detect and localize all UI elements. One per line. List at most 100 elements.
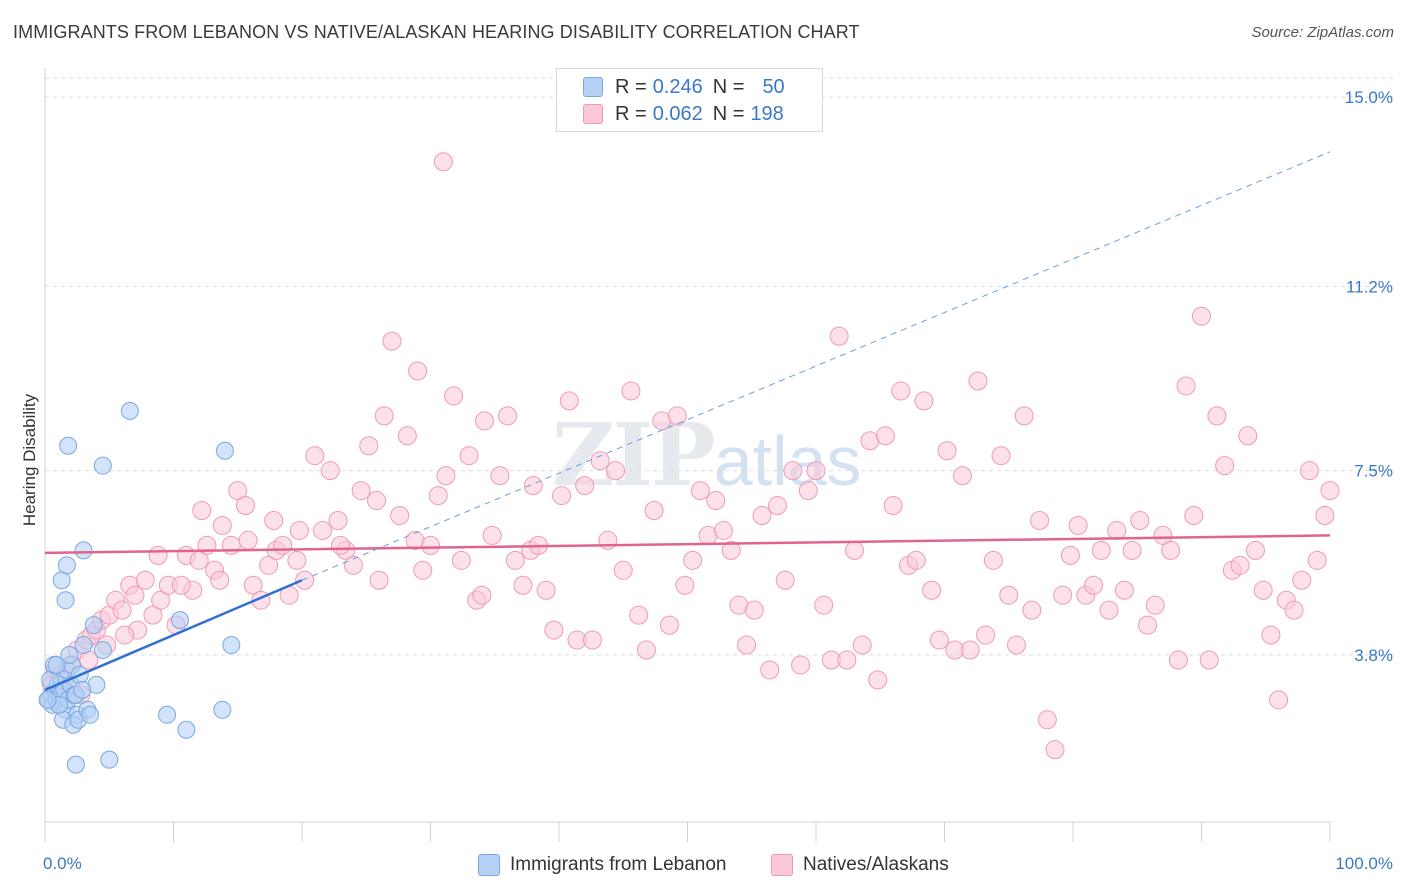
lebanon-point [73, 680, 92, 699]
natives-point [606, 461, 626, 481]
natives-point [1161, 540, 1181, 560]
natives-point [629, 605, 649, 625]
natives-point [328, 510, 348, 530]
natives-point [906, 550, 926, 570]
natives-point [675, 575, 695, 595]
natives-point [359, 436, 379, 456]
legend-n-value: 198 [750, 102, 784, 125]
lebanon-point [80, 705, 99, 724]
lebanon-point [215, 441, 234, 460]
natives-point [1292, 570, 1312, 590]
natives-point [1099, 600, 1119, 620]
natives-point [814, 595, 834, 615]
legend-r-label: R = [615, 75, 647, 98]
y-tick-label: 7.5% [1354, 462, 1393, 481]
stats-legend: R = 0.246 N = 50 R = 0.062 N = 198 [556, 68, 823, 132]
lebanon-point [59, 436, 78, 455]
natives-point [1207, 406, 1227, 426]
legend-r-label: R = [615, 102, 647, 125]
legend-n-label: N = [712, 102, 745, 125]
lebanon-point [52, 571, 71, 590]
natives-point [914, 391, 934, 411]
natives-point [706, 491, 726, 511]
natives-point [221, 535, 241, 555]
natives-point [513, 575, 533, 595]
lebanon-point [100, 750, 119, 769]
natives-point [929, 630, 949, 650]
natives-point [1230, 555, 1250, 575]
axes [44, 68, 1331, 842]
natives-point [837, 650, 857, 670]
legend-swatch-natives [583, 104, 603, 124]
natives-point [582, 630, 602, 650]
natives-point [115, 625, 135, 645]
natives-point [752, 506, 772, 525]
lebanon-points [38, 401, 241, 774]
natives-point [829, 326, 849, 346]
natives-point [937, 441, 957, 461]
bottom-legend-lebanon[interactable]: Immigrants from Lebanon [478, 852, 727, 878]
natives-point [505, 550, 525, 570]
natives-point [413, 560, 433, 580]
legend-r-value: 0.062 [652, 102, 703, 125]
lebanon-point [93, 456, 112, 475]
natives-point [983, 550, 1003, 570]
natives-point [760, 660, 780, 680]
natives-point [775, 570, 795, 590]
natives-point [1199, 650, 1219, 670]
lebanon-point [177, 720, 196, 739]
bottom-legend-natives[interactable]: Natives/Alaskans [771, 852, 949, 878]
natives-point [331, 535, 351, 555]
natives-point [369, 570, 389, 590]
natives-point [737, 635, 757, 655]
natives-point [1184, 506, 1204, 525]
natives-point [498, 406, 518, 426]
natives-point [259, 555, 279, 575]
natives-point [806, 461, 826, 481]
natives-point [1037, 710, 1057, 730]
natives-point [1253, 580, 1273, 600]
natives-point [552, 486, 572, 506]
natives-point [1238, 426, 1258, 446]
natives-point [575, 476, 595, 496]
natives-point [1153, 525, 1173, 545]
natives-point [264, 510, 284, 530]
natives-point [135, 570, 155, 590]
natives-trend-line [44, 534, 1331, 555]
y-tick-labels: 3.8% 7.5% 11.2% 15.0% [1345, 88, 1393, 665]
natives-point [212, 515, 232, 535]
natives-point [883, 496, 903, 516]
x-tick-labels: 0.0% 100.0% [43, 854, 1393, 873]
natives-point [922, 580, 942, 600]
natives-point [472, 585, 492, 605]
natives-point [690, 481, 710, 501]
lebanon-point [222, 636, 241, 655]
natives-point [235, 496, 255, 516]
bottom-legend-label: Natives/Alaskans [803, 854, 949, 875]
natives-point [295, 570, 315, 590]
natives-point [683, 550, 703, 570]
natives-point [1091, 540, 1111, 560]
natives-point [1192, 306, 1211, 326]
source-note: Source: ZipAtlas.com [1251, 24, 1394, 41]
natives-point [367, 491, 387, 511]
natives-point [1168, 650, 1188, 670]
natives-point [1269, 690, 1289, 710]
natives-point [875, 426, 895, 446]
natives-point [960, 640, 980, 660]
bottom-legend-label: Immigrants from Lebanon [510, 854, 727, 875]
lebanon-point [60, 646, 79, 664]
natives-point [451, 550, 471, 570]
natives-point [845, 540, 865, 560]
natives-point [891, 381, 911, 401]
natives-point [428, 486, 448, 506]
natives-point [151, 590, 171, 610]
lebanon-point [93, 641, 112, 660]
natives-point [490, 466, 510, 486]
natives-point [559, 391, 579, 411]
natives-point [721, 540, 741, 560]
natives-point [143, 605, 163, 625]
natives-points [41, 152, 1340, 760]
natives-point [1014, 406, 1034, 426]
lebanon-point [120, 401, 139, 420]
